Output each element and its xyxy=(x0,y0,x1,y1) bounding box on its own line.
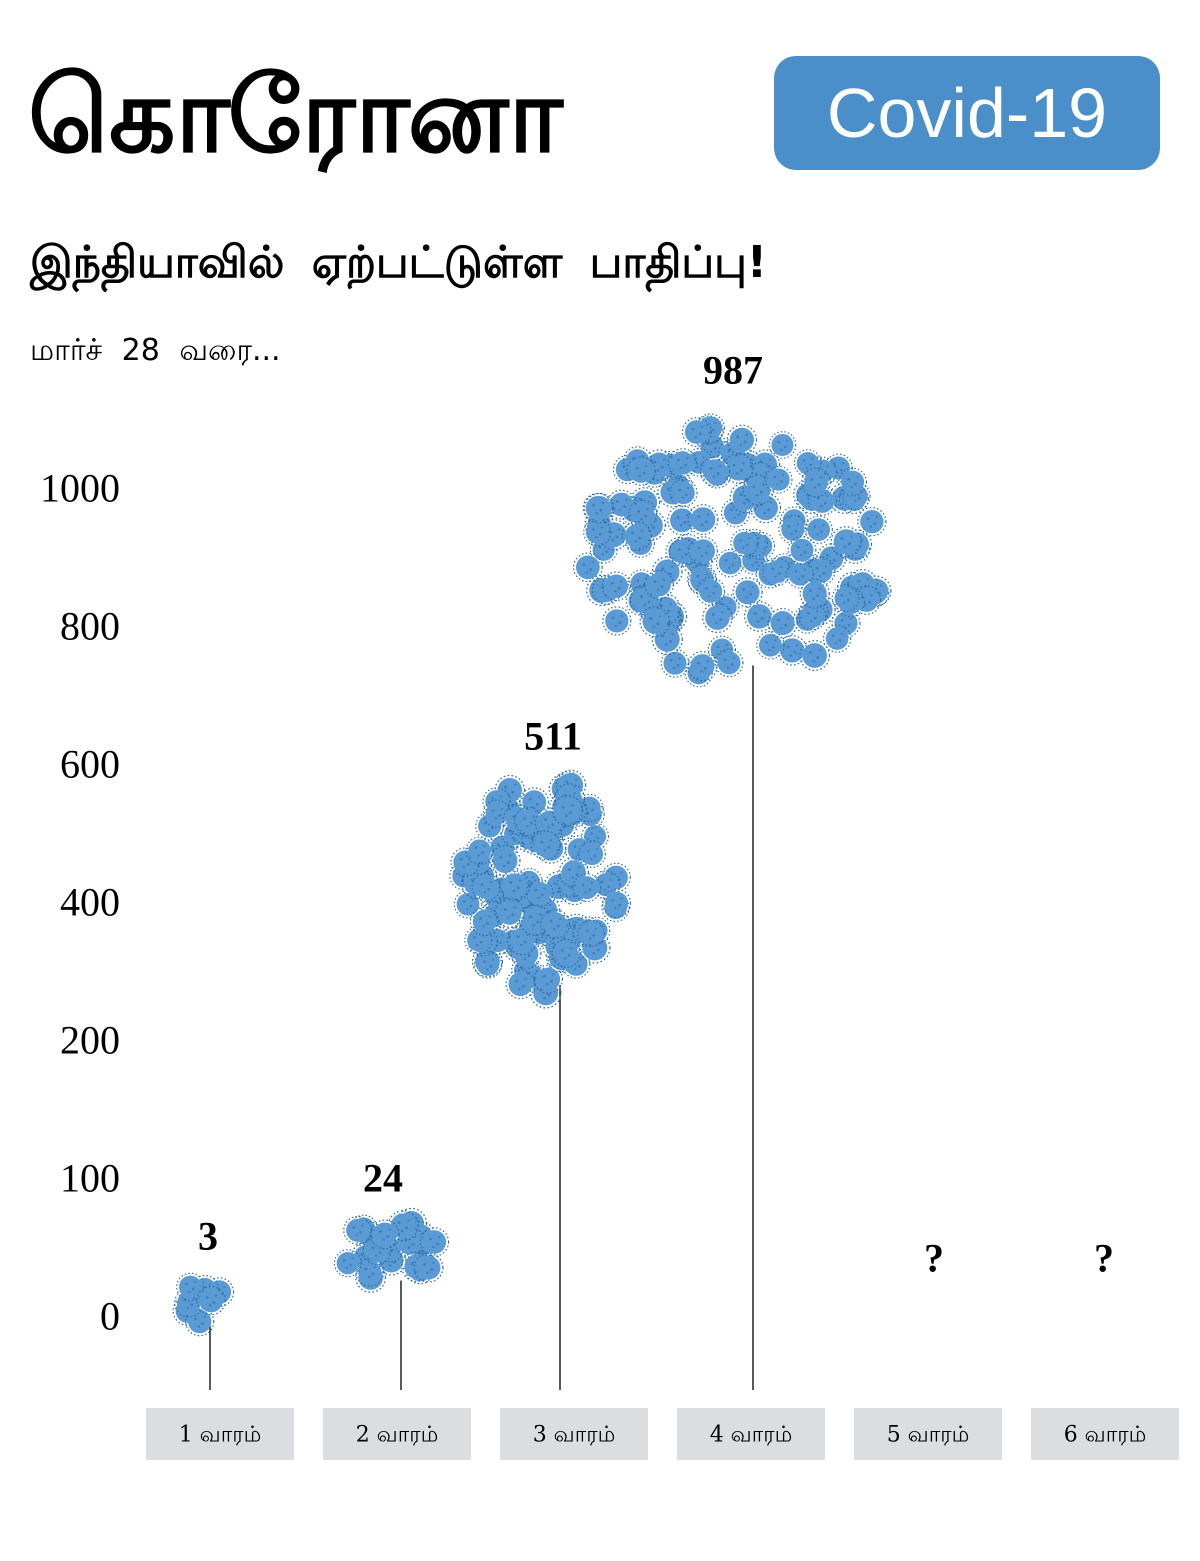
virus-icon xyxy=(660,648,690,678)
y-tick-label: 200 xyxy=(60,1018,120,1063)
data-label: 24 xyxy=(363,1156,403,1201)
virus-icon xyxy=(756,630,785,660)
y-tick-label: 400 xyxy=(60,880,120,925)
x-tick-label: 3 வாரம் xyxy=(533,1423,616,1448)
category-box xyxy=(500,1408,648,1460)
covid-badge: Covid-19 xyxy=(774,56,1160,170)
date-note: மார்ச் 28 வரை... xyxy=(30,333,281,368)
category-box xyxy=(677,1408,825,1460)
virus-icon xyxy=(732,577,763,608)
virus-icon xyxy=(743,601,775,632)
category-axis: 1 வாரம் 2 வாரம் 3 வாரம் 4 வாரம் 5 வாரம் 6 வார… xyxy=(146,1408,1179,1460)
x-tick-label: 1 வாரம் xyxy=(179,1423,262,1448)
virus-clusters xyxy=(172,413,892,1337)
stems xyxy=(209,665,754,1390)
virus-icon xyxy=(857,507,887,537)
y-tick-label: 1000 xyxy=(40,466,120,511)
virus-icon xyxy=(333,1249,362,1278)
y-tick-label: 600 xyxy=(60,742,120,787)
value-labels: 3 24 511 987?? xyxy=(198,348,1114,1281)
data-label: 3 xyxy=(198,1214,218,1259)
virus-icon xyxy=(572,552,603,583)
page-subtitle: இந்தியாவில் ஏற்பட்டுள்ள பாதிப்பு! xyxy=(30,237,767,288)
data-label: ? xyxy=(1094,1236,1114,1281)
virus-cluster xyxy=(333,1207,450,1293)
y-axis: 0 100 200 400 600 800 1000 xyxy=(40,466,120,1339)
virus-icon xyxy=(799,640,831,671)
virus-icon xyxy=(768,431,797,459)
virus-icon xyxy=(602,606,632,636)
virus-cluster xyxy=(449,769,632,1009)
y-tick-label: 800 xyxy=(60,604,120,649)
virus-icon xyxy=(687,504,719,536)
data-label: 987 xyxy=(703,348,763,393)
x-tick-label: 5 வாரம் xyxy=(887,1423,970,1448)
y-tick-label: 0 xyxy=(100,1294,120,1339)
virus-icon xyxy=(776,635,808,666)
x-tick-label: 6 வாரம் xyxy=(1064,1423,1147,1448)
category-box xyxy=(854,1408,1002,1460)
data-label: ? xyxy=(924,1236,944,1281)
virus-cluster xyxy=(572,413,892,688)
category-box xyxy=(323,1408,471,1460)
category-box xyxy=(1031,1408,1179,1460)
y-tick-label: 100 xyxy=(60,1156,120,1201)
data-label: 511 xyxy=(524,714,582,759)
virus-icon xyxy=(804,515,833,544)
category-box xyxy=(146,1408,294,1460)
virus-icon xyxy=(767,607,798,639)
virus-icon xyxy=(715,548,745,578)
x-tick-label: 2 வாரம் xyxy=(356,1423,439,1448)
page-title: கொரோனா xyxy=(28,54,563,176)
x-tick-label: 4 வாரம் xyxy=(710,1423,793,1448)
virus-cluster xyxy=(172,1272,235,1337)
virus-icon xyxy=(702,602,733,634)
